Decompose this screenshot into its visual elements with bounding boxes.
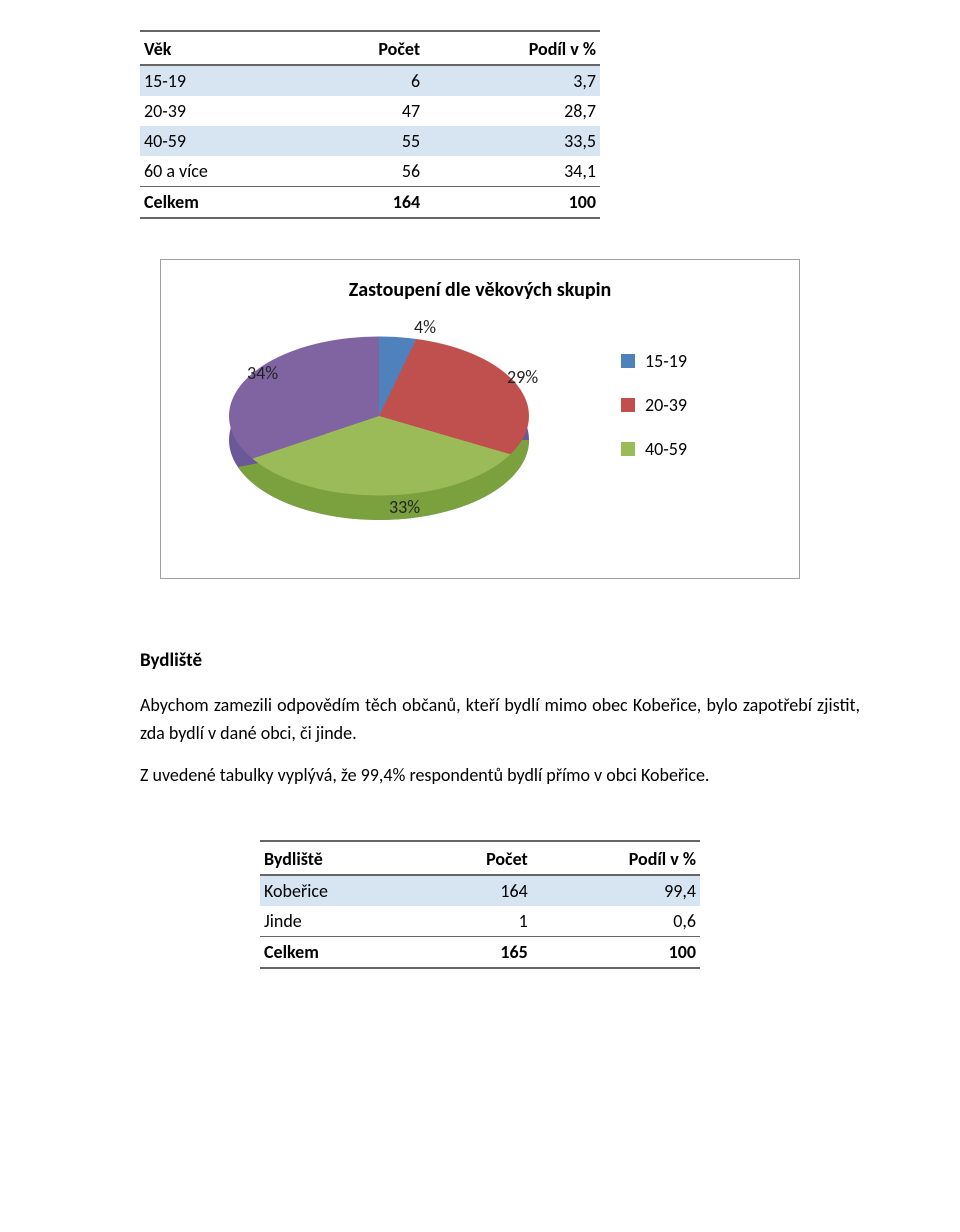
chart-body: 4%29%33%34% 15-1920-3940-59	[179, 320, 781, 550]
age-pie-chart: Zastoupení dle věkových skupin 4% 29% 33% 3…	[160, 259, 800, 579]
legend-item: 40-59	[621, 438, 751, 460]
row-share: 100	[424, 187, 600, 219]
table-row: 60 a více5634,1	[140, 156, 600, 187]
row-share: 34,1	[424, 156, 600, 187]
chart-title: Zastoupení dle věkových skupin	[179, 278, 781, 302]
section-heading-bydliste: Bydliště	[140, 649, 860, 672]
row-count: 164	[421, 875, 532, 906]
pie-slice-label: 34%	[247, 362, 278, 384]
legend-label: 20-39	[645, 394, 687, 416]
row-count: 47	[308, 96, 424, 126]
pie-slice-label: 4%	[414, 316, 436, 338]
table-row: Jinde10,6	[260, 906, 700, 937]
row-label: Celkem	[140, 187, 308, 219]
row-count: 56	[308, 156, 424, 187]
age-distribution-table: Věk Počet Podíl v % 15-1963,720-394728,7…	[140, 30, 600, 219]
row-label: 20-39	[140, 96, 308, 126]
body-paragraph: Z uvedené tabulky vyplývá, že 99,4% resp…	[140, 762, 860, 790]
pie-top	[229, 337, 529, 496]
col-header-share: Podíl v %	[532, 841, 700, 875]
legend-swatch	[621, 354, 635, 368]
col-header-count: Počet	[308, 31, 424, 65]
legend-item: 15-19	[621, 350, 751, 372]
row-share: 28,7	[424, 96, 600, 126]
col-header-share: Podíl v %	[424, 31, 600, 65]
table-row: Kobeřice16499,4	[260, 875, 700, 906]
row-share: 3,7	[424, 65, 600, 96]
legend-label: 40-59	[645, 438, 687, 460]
col-header-count: Počet	[421, 841, 532, 875]
row-count: 1	[421, 906, 532, 937]
legend-label: 15-19	[645, 350, 687, 372]
body-paragraph: Abychom zamezili odpovědím těch občanů, …	[140, 692, 860, 748]
col-header-age: Věk	[140, 31, 308, 65]
row-count: 55	[308, 126, 424, 156]
pie-slice-label: 33%	[389, 496, 420, 518]
chart-legend: 15-19 20-39 40-59	[621, 350, 751, 482]
row-count: 165	[421, 936, 532, 968]
table-row-total: Celkem164100	[140, 187, 600, 219]
row-count: 164	[308, 187, 424, 219]
legend-swatch	[621, 442, 635, 456]
residence-table: Bydliště Počet Podíl v % Kobeřice16499,4…	[260, 840, 700, 969]
legend-swatch	[621, 398, 635, 412]
pie-slice-label: 29%	[507, 366, 538, 388]
legend-item: 20-39	[621, 394, 751, 416]
row-share: 99,4	[532, 875, 700, 906]
row-label: Jinde	[260, 906, 421, 937]
row-label: 60 a více	[140, 156, 308, 187]
row-share: 0,6	[532, 906, 700, 937]
pie-container: 4%29%33%34%	[219, 326, 539, 536]
table-row: 40-595533,5	[140, 126, 600, 156]
row-label: 40-59	[140, 126, 308, 156]
col-header-residence: Bydliště	[260, 841, 421, 875]
table-row: 15-1963,7	[140, 65, 600, 96]
table-row-total: Celkem165100	[260, 936, 700, 968]
row-share: 100	[532, 936, 700, 968]
row-label: 15-19	[140, 65, 308, 96]
row-share: 33,5	[424, 126, 600, 156]
row-label: Celkem	[260, 936, 421, 968]
table-row: 20-394728,7	[140, 96, 600, 126]
row-label: Kobeřice	[260, 875, 421, 906]
row-count: 6	[308, 65, 424, 96]
